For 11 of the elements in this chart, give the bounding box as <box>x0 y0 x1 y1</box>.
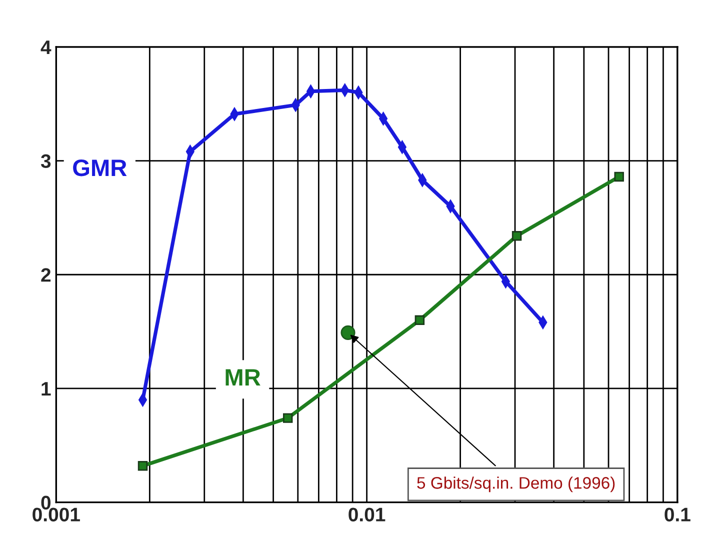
y-tick-label: 3 <box>40 154 51 168</box>
text: GMR <box>73 159 127 176</box>
y-tick-label: 0 <box>41 496 51 510</box>
x-tick-label: 0.001 <box>32 508 80 522</box>
y-tick-label: 1 <box>42 382 51 396</box>
annotation: 5 Gbits/sq.in. Demo (1996) <box>417 476 615 492</box>
series-label: MR <box>226 369 260 386</box>
y-tick-label: 2 <box>41 268 51 282</box>
x-tick-label: 0.01 <box>348 508 386 522</box>
x-tick-label: 0.1 <box>664 508 690 522</box>
y-tick-label: 4 <box>40 40 52 54</box>
